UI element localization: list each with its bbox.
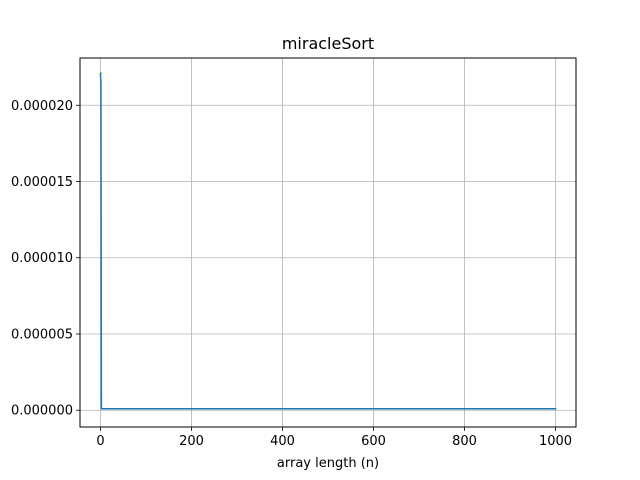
x-axis-label: array length (n) [277, 456, 379, 471]
y-tick-label: 0.000015 [11, 175, 73, 190]
grid-lines [80, 58, 576, 427]
chart-title: miracleSort [282, 34, 374, 53]
x-axis-ticks: 0 200 400 600 800 1000 [96, 427, 572, 449]
plot-frame [79, 57, 577, 428]
x-tick-label: 400 [270, 434, 295, 449]
series-line-primary [99, 73, 557, 410]
y-tick-label: 0.000000 [11, 404, 73, 419]
x-tick-label: 0 [96, 434, 104, 449]
y-tick-label: 0.000010 [11, 251, 73, 266]
x-tick-label: 600 [361, 434, 386, 449]
y-tick-label: 0.000020 [11, 99, 73, 114]
series-lines [99, 72, 557, 410]
x-tick-label: 1000 [539, 434, 572, 449]
y-tick-label: 0.000005 [11, 327, 73, 342]
y-axis-ticks: 0.000000 0.000005 0.000010 0.000015 0.000020 [11, 99, 80, 419]
x-tick-label: 200 [179, 434, 204, 449]
x-tick-label: 800 [452, 434, 477, 449]
